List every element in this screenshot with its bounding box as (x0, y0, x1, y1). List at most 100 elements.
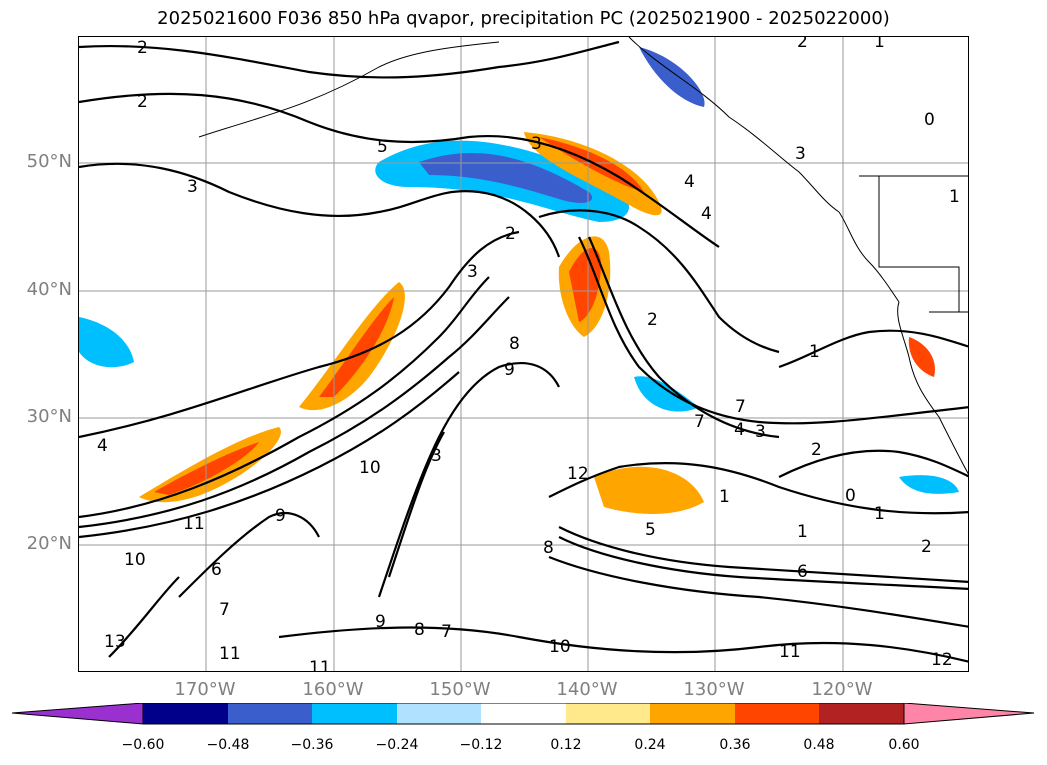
colorbar-bin (481, 703, 566, 724)
contour-label: 6 (797, 562, 808, 582)
contour-label: 7 (441, 622, 452, 642)
precip-blob-central-core (319, 297, 394, 397)
colorbar-bin (312, 703, 397, 724)
lat-label-30n: 30°N (26, 406, 72, 427)
contour-line (538, 209, 780, 354)
contour-line (778, 449, 968, 478)
lon-label-160w: 160°W (302, 679, 364, 700)
contour-label: 4 (734, 420, 745, 440)
contour-label: 8 (414, 620, 425, 640)
contour-label: 0 (845, 486, 856, 506)
coastline-bc (838, 211, 900, 303)
contour-label: 6 (211, 560, 222, 580)
contour-label: 1 (809, 342, 820, 362)
colorbar-bin (397, 703, 481, 724)
map-canvas: 2 2 3 5 3 2 3 4 4 2 8 9 7 7 4 3 2 1 0 1 … (79, 37, 968, 671)
contour-label: 12 (567, 464, 589, 484)
precip-blob-ne-pacific (524, 132, 662, 216)
contour-label: 4 (701, 204, 712, 224)
border-states (878, 176, 968, 313)
precip-blob-midlat-core (569, 248, 601, 322)
contour-label: 8 (543, 538, 554, 558)
contour-label: 3 (187, 177, 198, 197)
contour-label: 3 (467, 262, 478, 282)
contour-label: 10 (359, 458, 381, 478)
contour-label: 11 (219, 644, 241, 664)
qvapor-contours (79, 40, 968, 663)
precip-blob-gulf-alaska-core (419, 153, 593, 203)
contour-line (548, 462, 968, 515)
contour-label-group: 2 2 3 5 3 2 3 4 4 2 8 9 7 7 4 3 2 1 0 1 … (97, 37, 960, 671)
colorbar-tick: 0.36 (719, 737, 751, 753)
contour-label: 10 (124, 550, 146, 570)
contour-line (79, 276, 490, 519)
map-panel: 2 2 3 5 3 2 3 4 4 2 8 9 7 7 4 3 2 1 0 1 … (78, 36, 969, 672)
precip-blob-baja-blue (899, 475, 959, 494)
contour-label: 9 (504, 360, 515, 380)
contour-label: 2 (647, 310, 658, 330)
colorbar-extend-high (903, 703, 1035, 725)
colorbar-bin (819, 703, 904, 724)
colorbar-frame (142, 703, 905, 725)
contour-line (79, 371, 460, 539)
contour-label: 7 (694, 412, 705, 432)
contour-line (79, 92, 720, 248)
contour-line (548, 555, 968, 628)
contour-label: 2 (921, 537, 932, 557)
contour-label: 1 (949, 187, 960, 207)
contour-label: 2 (797, 37, 808, 52)
lat-label-20n: 20°N (26, 533, 72, 554)
precip-blob-california (908, 337, 935, 377)
contour-label: 12 (931, 650, 953, 670)
colorbar-tick: −0.48 (206, 737, 250, 753)
contour-label: 11 (183, 514, 205, 534)
contour-line (377, 362, 560, 598)
contour-line (79, 40, 620, 79)
contour-line (558, 526, 968, 583)
colorbar-tick: 0.60 (888, 737, 920, 753)
contour-line (108, 576, 180, 658)
contour-label: 4 (97, 436, 108, 456)
precip-blob-central (299, 282, 405, 411)
lon-label-120w: 120°W (811, 679, 873, 700)
contour-label: 1 (874, 504, 885, 524)
contour-label: 1 (874, 37, 885, 52)
contour-label: 5 (377, 137, 388, 157)
contour-label: 0 (924, 110, 935, 130)
lat-label-40n: 40°N (26, 279, 72, 300)
lon-label-150w: 150°W (429, 679, 491, 700)
precip-blob-coast-alaska (639, 47, 705, 107)
precip-shading (79, 47, 959, 514)
contour-label: 8 (509, 334, 520, 354)
contour-line (178, 512, 320, 598)
contour-label: 1 (719, 487, 730, 507)
colorbar-tick: 0.48 (803, 737, 835, 753)
colorbar-bin (735, 703, 819, 724)
precip-blob-subtrop (594, 466, 704, 514)
contour-label: 9 (275, 506, 286, 526)
colorbar-tick: −0.24 (375, 737, 419, 753)
contour-label: 5 (645, 520, 656, 540)
graticule (79, 37, 968, 671)
lon-label-130w: 130°W (683, 679, 745, 700)
contour-label: 2 (811, 440, 822, 460)
colorbar-tick: −0.60 (121, 737, 165, 753)
contour-label: 3 (795, 144, 806, 164)
colorbar-tick: −0.12 (459, 737, 503, 753)
contour-line (79, 296, 510, 529)
lat-label-50n: 50°N (26, 151, 72, 172)
contour-label: 2 (137, 92, 148, 112)
contour-label: 2 (505, 224, 516, 244)
map-title: 2025021600 F036 850 hPa qvapor, precipit… (157, 8, 890, 29)
contour-label: 3 (531, 134, 542, 154)
colorbar-extend-low (12, 703, 144, 725)
contour-label: 7 (219, 600, 230, 620)
contour-line (278, 626, 968, 663)
contour-label: 11 (779, 642, 801, 662)
contour-line (79, 230, 520, 439)
contour-label: 2 (137, 38, 148, 58)
lon-label-170w: 170°W (174, 679, 236, 700)
contour-label: 7 (735, 397, 746, 417)
contour-label: 1 (797, 522, 808, 542)
lon-label-140w: 140°W (556, 679, 618, 700)
